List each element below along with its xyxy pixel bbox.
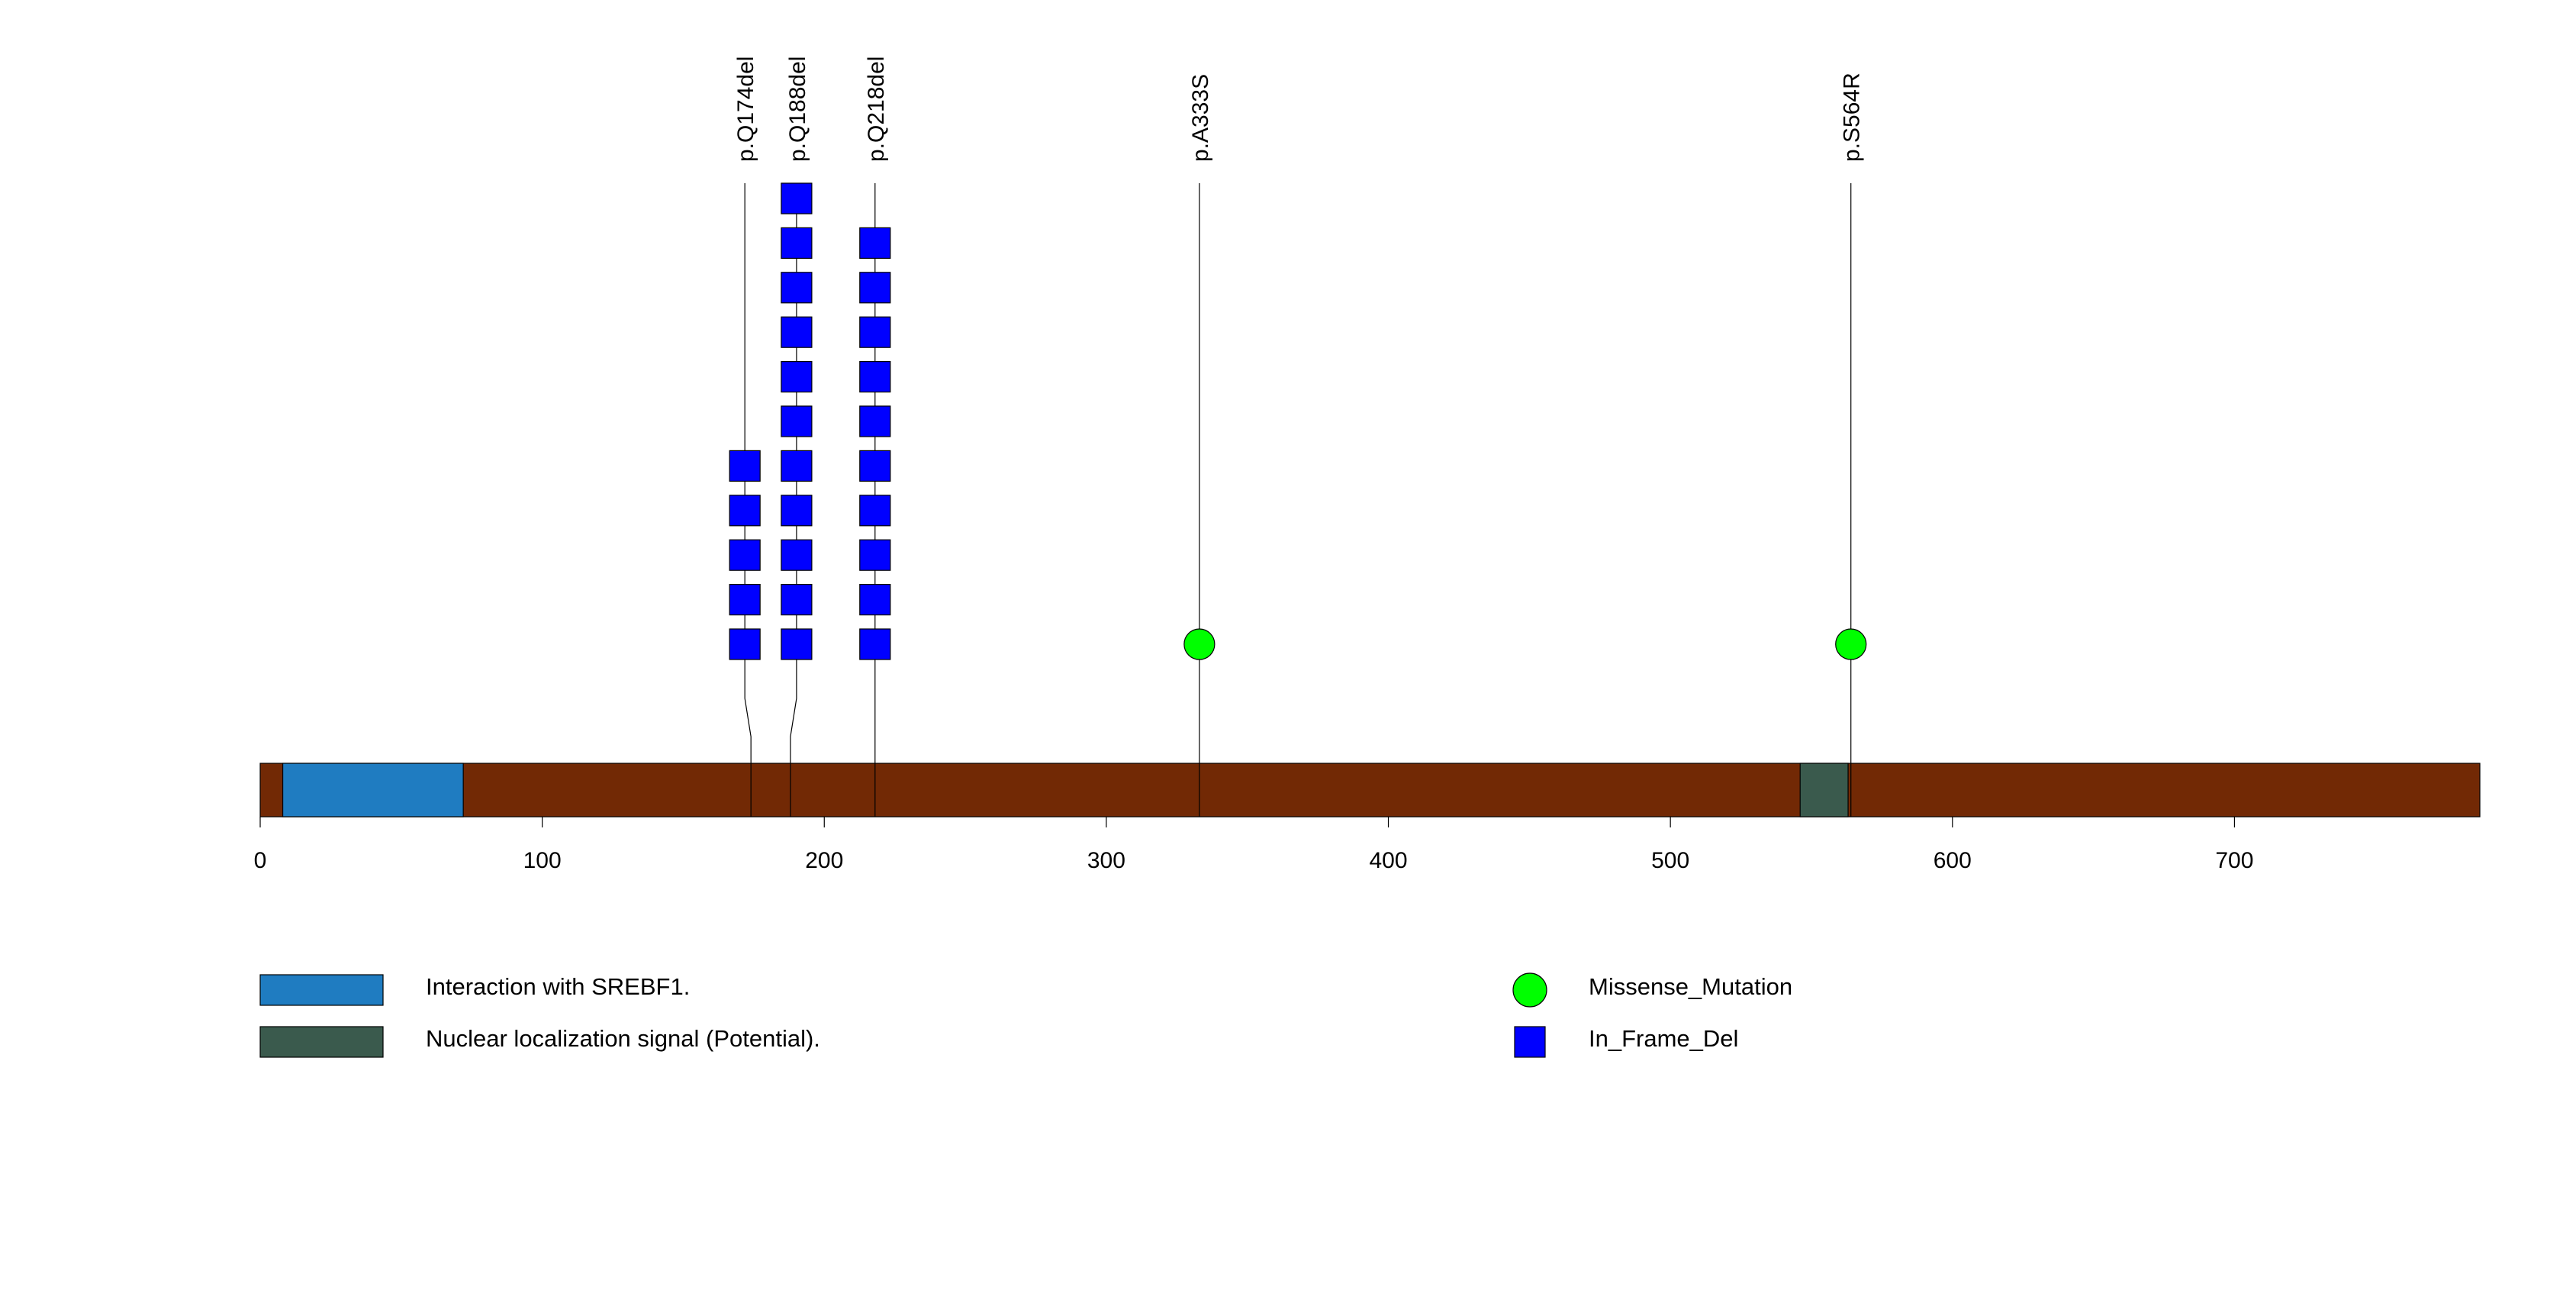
axis-tick-label: 500 xyxy=(1651,848,1689,873)
axis-tick-label: 700 xyxy=(2215,848,2253,873)
in-frame-del-marker xyxy=(859,583,891,616)
in-frame-del-marker xyxy=(781,361,813,393)
mutation-label: p.Q188del xyxy=(785,56,810,162)
mutation-label: p.Q174del xyxy=(733,56,758,162)
in-frame-del-marker xyxy=(859,361,891,393)
in-frame-del-marker xyxy=(859,316,891,348)
axis-tick-label: 0 xyxy=(254,848,267,873)
in-frame-del-marker xyxy=(729,628,761,660)
legend-missense-label: Missense_Mutation xyxy=(1589,973,1793,1000)
mutation-stems xyxy=(744,183,1852,817)
in-frame-del-marker xyxy=(729,495,761,527)
legend-inframe-del-icon xyxy=(1514,1026,1546,1058)
legend-swatches xyxy=(259,972,1547,1058)
in-frame-del-marker xyxy=(729,539,761,571)
legend-domain-swatch-1 xyxy=(259,974,384,1006)
in-frame-del-marker xyxy=(729,450,761,482)
axis-tick-label: 200 xyxy=(805,848,843,873)
legend-domain-label-2: Nuclear localization signal (Potential). xyxy=(426,1025,820,1052)
in-frame-del-marker xyxy=(859,405,891,437)
protein-backbone xyxy=(259,763,2481,818)
in-frame-del-marker xyxy=(859,227,891,259)
in-frame-del-marker xyxy=(859,539,891,571)
in-frame-del-marker xyxy=(781,450,813,482)
domain-2 xyxy=(1799,763,1849,818)
in-frame-del-marker xyxy=(781,272,813,304)
axis-tick-label: 100 xyxy=(523,848,562,873)
legend-domain-label-1: Interaction with SREBF1. xyxy=(426,973,691,1000)
axis-tick-label: 400 xyxy=(1369,848,1407,873)
x-axis: 0 100 200 300 400 500 600 700 xyxy=(254,817,2253,873)
in-frame-del-marker xyxy=(781,405,813,437)
in-frame-del-marker xyxy=(781,495,813,527)
in-frame-del-marker xyxy=(781,539,813,571)
legend-domain-swatch-2 xyxy=(259,1026,384,1058)
in-frame-del-marker xyxy=(859,495,891,527)
axis-tick-label: 300 xyxy=(1087,848,1125,873)
domain-1 xyxy=(282,763,464,818)
missense-marker xyxy=(1183,628,1216,660)
axis-tick-label: 600 xyxy=(1934,848,1972,873)
in-frame-del-marker xyxy=(781,182,813,214)
in-frame-del-marker xyxy=(781,316,813,348)
mutation-labels: p.Q174del p.Q188del p.Q218del p.A333S p.S564… xyxy=(733,56,1865,162)
in-frame-del-marker xyxy=(859,450,891,482)
protein-backbone-group xyxy=(259,763,2481,818)
mutation-markers xyxy=(729,182,1867,660)
legend-inframe-del-label: In_Frame_Del xyxy=(1589,1025,1739,1052)
mutation-label: p.A333S xyxy=(1188,74,1213,162)
in-frame-del-marker xyxy=(781,628,813,660)
in-frame-del-marker xyxy=(859,272,891,304)
in-frame-del-marker xyxy=(859,628,891,660)
missense-marker xyxy=(1835,628,1867,660)
in-frame-del-marker xyxy=(729,583,761,616)
in-frame-del-marker xyxy=(781,227,813,259)
mutation-label: p.S564R xyxy=(1840,73,1865,162)
mutation-label: p.Q218del xyxy=(864,56,889,162)
in-frame-del-marker xyxy=(781,583,813,616)
legend-missense-icon xyxy=(1512,972,1547,1008)
